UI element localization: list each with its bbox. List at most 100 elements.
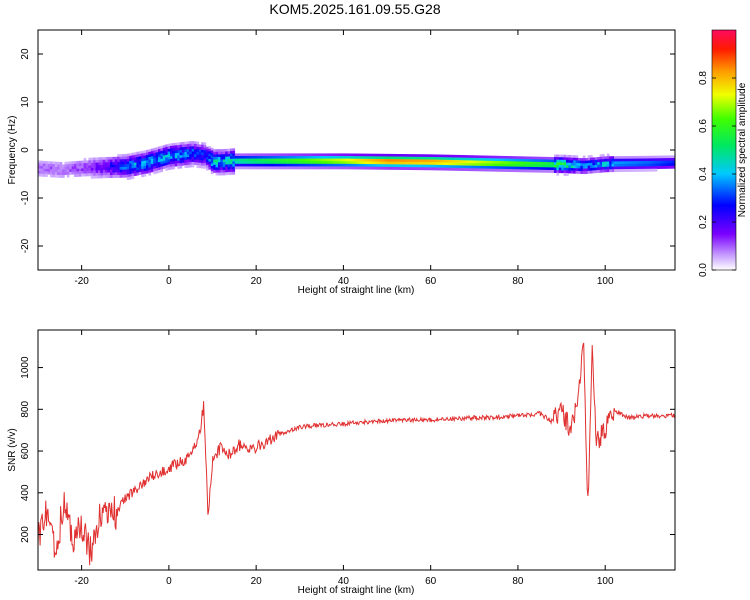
heatmap-cell	[664, 163, 668, 167]
heatmap-cell	[585, 163, 588, 167]
heatmap-cell	[237, 158, 240, 162]
heatmap-cell	[150, 156, 154, 160]
heatmap-cell	[525, 164, 528, 168]
heatmap-cell	[122, 154, 125, 157]
heatmap-cell	[174, 155, 178, 159]
heatmap-cell	[520, 158, 524, 162]
heatmap-cell	[333, 156, 336, 159]
heatmap-cell	[330, 163, 334, 167]
heatmap-cell	[340, 156, 344, 159]
heatmap-cell	[146, 168, 149, 171]
heatmap-cell	[474, 160, 478, 164]
heatmap-cell	[86, 160, 89, 164]
heatmap-cell	[220, 162, 224, 166]
heatmap-cell	[263, 153, 267, 157]
heatmap-cell	[551, 162, 555, 166]
heatmap-cell	[170, 166, 173, 170]
heatmap-cell	[309, 166, 312, 170]
heatmap-cell	[122, 167, 125, 170]
heatmap-cell	[126, 166, 130, 170]
heatmap-cell	[434, 164, 437, 168]
heatmap-cell	[174, 158, 178, 162]
heatmap-cell	[158, 159, 161, 163]
heatmap-cell	[429, 156, 432, 160]
heatmap-cell	[426, 167, 430, 171]
heatmap-cell	[395, 164, 399, 168]
heatmap-cell	[213, 159, 216, 163]
heatmap-cell	[374, 158, 377, 162]
heatmap-cell	[117, 161, 120, 165]
heatmap-cell	[590, 170, 593, 174]
heatmap-cell	[215, 154, 219, 158]
heatmap-cell	[165, 149, 168, 153]
heatmap-cell	[167, 156, 171, 160]
colorbar-tick-label: 0.2	[698, 215, 709, 229]
heatmap-cell	[220, 151, 224, 155]
heatmap-cell	[129, 168, 132, 172]
heatmap-cell	[213, 149, 216, 153]
heatmap-cell	[359, 166, 363, 170]
heatmap-cell	[503, 166, 507, 170]
heatmap-cell	[376, 153, 380, 157]
heatmap-cell	[414, 156, 418, 160]
heatmap-cell	[374, 164, 377, 168]
heatmap-cell	[628, 161, 632, 165]
heatmap-cell	[153, 171, 156, 175]
heatmap-cell	[611, 158, 615, 162]
heatmap-cell	[194, 154, 197, 158]
heatmap-cell	[357, 161, 360, 165]
heatmap-cell	[160, 158, 164, 162]
heatmap-cell	[395, 153, 399, 157]
heatmap-cell	[450, 162, 454, 166]
heatmap-cell	[606, 156, 610, 160]
heatmap-cell	[489, 155, 492, 159]
heatmap-cell	[623, 169, 627, 172]
heatmap-cell	[191, 146, 195, 150]
heatmap-cell	[414, 159, 418, 163]
heatmap-cell	[455, 167, 459, 171]
spectrogram-x-ticks: -20 0 20 40 60 80 100	[74, 30, 614, 287]
heatmap-cell	[362, 164, 365, 167]
heatmap-cell	[297, 156, 300, 159]
heatmap-cell	[292, 166, 296, 170]
heatmap-cell	[242, 156, 245, 159]
heatmap-cell	[448, 165, 452, 169]
heatmap-cell	[172, 143, 176, 146]
heatmap-cell	[304, 156, 308, 159]
heatmap-cell	[74, 174, 77, 178]
heatmap-cell	[383, 166, 387, 170]
heatmap-cell	[218, 167, 221, 171]
heatmap-cell	[189, 151, 192, 155]
heatmap-cell	[647, 161, 651, 164]
heatmap-cell	[323, 158, 327, 162]
heatmap-cell	[148, 167, 152, 171]
heatmap-cell	[654, 163, 658, 167]
heatmap-cell	[88, 168, 92, 172]
heatmap-cell	[532, 166, 536, 170]
heatmap-cell	[551, 157, 555, 160]
heatmap-cell	[136, 172, 140, 176]
heatmap-cell	[393, 164, 396, 168]
heatmap-cell	[503, 158, 507, 162]
heatmap-cell	[662, 158, 665, 162]
heatmap-cell	[201, 157, 204, 161]
heatmap-cell	[561, 170, 564, 174]
heatmap-cell	[278, 163, 281, 167]
heatmap-cell	[350, 166, 353, 170]
heatmap-cell	[146, 170, 149, 174]
heatmap-cell	[578, 168, 581, 172]
heatmap-cell	[306, 158, 310, 162]
heatmap-cell	[95, 175, 99, 179]
heatmap-cell	[342, 158, 346, 162]
heatmap-cell	[206, 167, 209, 171]
heatmap-cell	[513, 166, 516, 170]
heatmap-cell	[122, 156, 125, 160]
heatmap-cell	[654, 158, 658, 162]
heatmap-cell	[71, 171, 75, 175]
heatmap-cell	[405, 167, 408, 170]
heatmap-cell	[74, 168, 77, 172]
heatmap-cell	[662, 165, 665, 169]
heatmap-cell	[549, 159, 552, 163]
heatmap-cell	[369, 158, 372, 162]
heatmap-cell	[350, 156, 353, 159]
